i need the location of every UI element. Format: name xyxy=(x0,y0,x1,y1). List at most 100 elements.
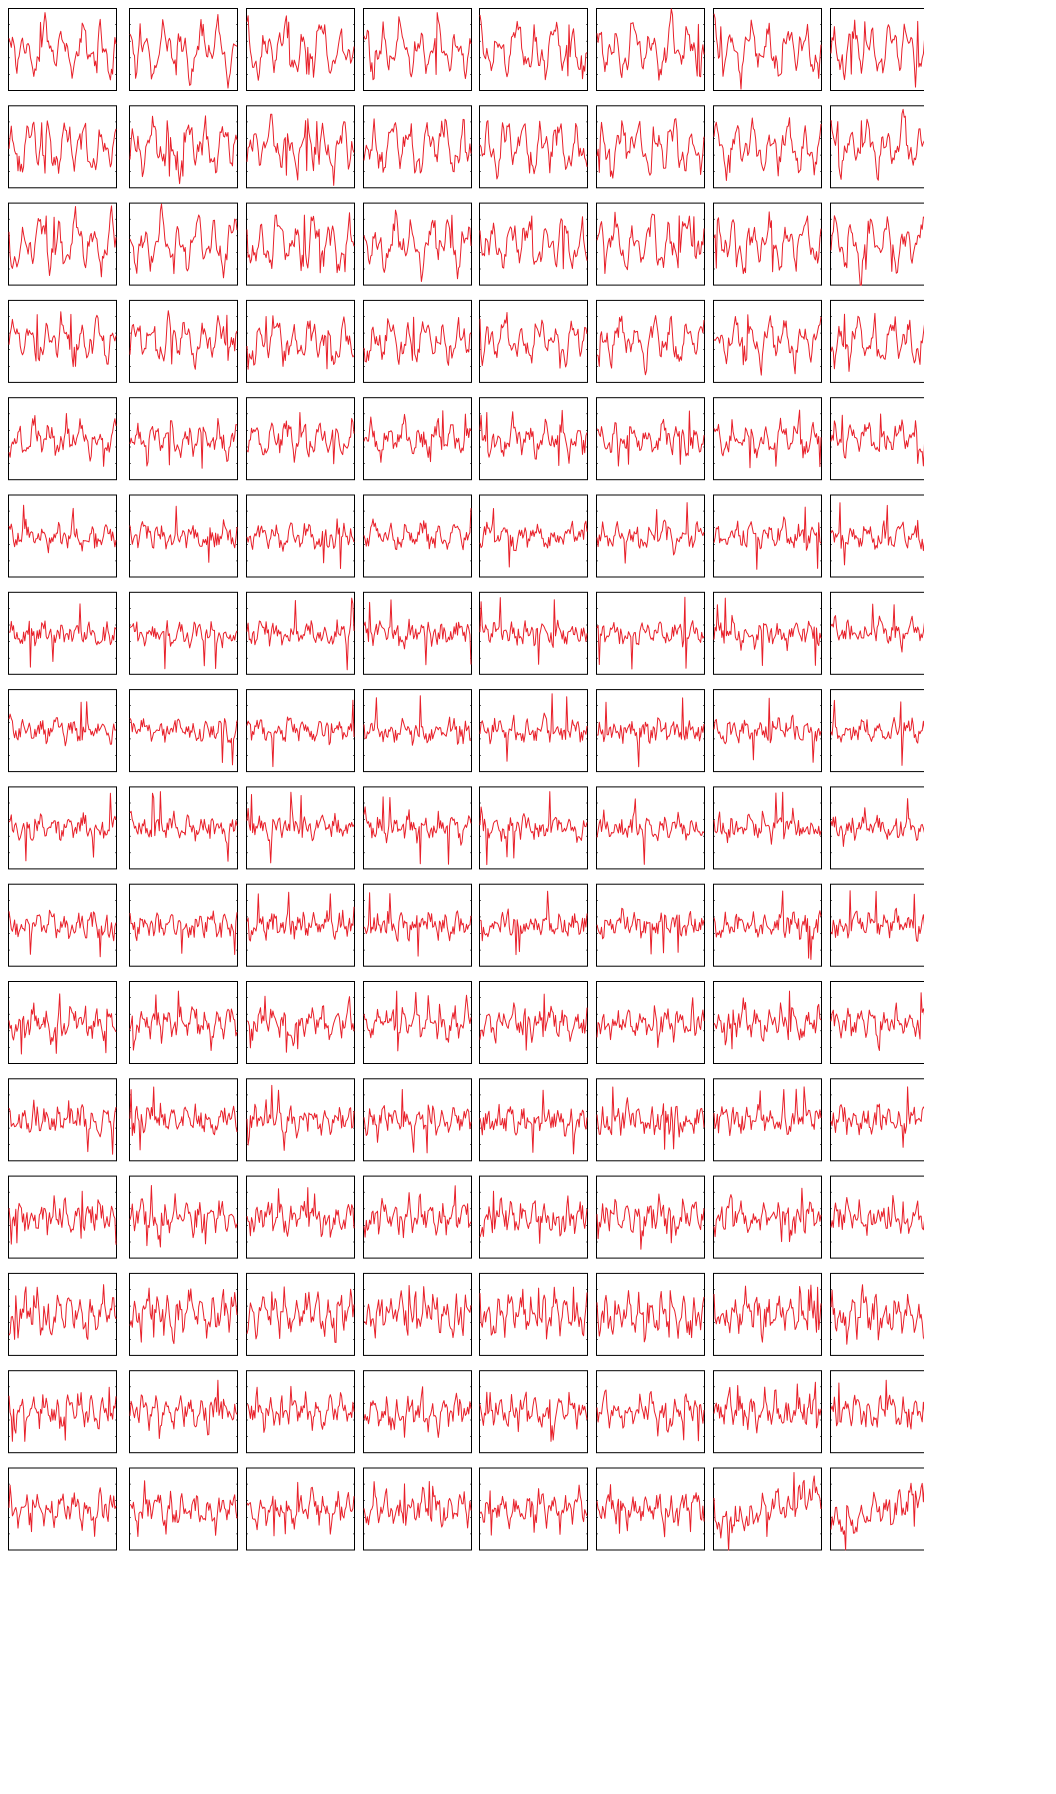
series-line xyxy=(479,14,588,81)
series-line xyxy=(363,508,472,551)
series-line xyxy=(8,1284,117,1340)
panel-r2-c3 xyxy=(246,105,355,189)
panel-frame xyxy=(363,786,472,870)
panel-r1-c2 xyxy=(129,8,238,91)
panel-r16-c2 xyxy=(129,1467,238,1551)
panel-frame xyxy=(713,1467,822,1551)
series-line xyxy=(363,12,472,81)
series-line xyxy=(129,717,238,766)
panel-r16-c4 xyxy=(363,1467,472,1551)
series-line xyxy=(713,506,822,570)
panel-r6-c5 xyxy=(479,494,588,578)
series-line xyxy=(830,699,924,766)
panel-r8-c8 xyxy=(830,689,924,773)
panel-frame xyxy=(596,1175,705,1259)
panel-r5-c7 xyxy=(713,397,822,481)
series-line xyxy=(246,1084,355,1151)
series-line xyxy=(596,697,705,768)
panel-frame xyxy=(129,1272,238,1356)
panel-frame xyxy=(596,591,705,675)
panel-r10-c5 xyxy=(479,883,588,967)
series-line xyxy=(9,603,117,668)
series-line xyxy=(246,113,355,186)
panel-r12-c7 xyxy=(713,1078,822,1162)
series-line xyxy=(713,990,822,1050)
panel-frame xyxy=(129,786,238,870)
series-line xyxy=(713,13,822,90)
panel-r9-c6 xyxy=(596,786,705,870)
panel-r14-c3 xyxy=(246,1272,355,1356)
panel-frame xyxy=(830,1370,924,1454)
panel-r11-c2 xyxy=(129,981,238,1064)
panel-frame xyxy=(8,1467,117,1551)
series-line xyxy=(713,211,822,275)
series-line xyxy=(246,1481,355,1537)
panel-r9-c4 xyxy=(363,786,472,870)
panel-r2-c4 xyxy=(363,105,472,189)
series-line xyxy=(246,1187,355,1238)
series-line xyxy=(8,205,117,278)
panel-r2-c7 xyxy=(713,105,822,189)
panel-r11-c6 xyxy=(596,981,705,1064)
series-line xyxy=(363,316,472,366)
series-line xyxy=(129,203,238,279)
series-line xyxy=(596,502,705,564)
panel-r3-c1 xyxy=(8,202,117,286)
panel-r4-c5 xyxy=(479,299,588,383)
panel-r12-c4 xyxy=(363,1078,472,1162)
series-line xyxy=(129,791,238,862)
panel-r7-c3 xyxy=(246,591,355,675)
panel-frame xyxy=(713,689,822,773)
series-line xyxy=(363,209,472,282)
series-line xyxy=(479,312,588,369)
panel-frame xyxy=(8,494,117,578)
series-line xyxy=(8,504,117,554)
series-line xyxy=(8,1386,117,1442)
panel-r2-c6 xyxy=(596,105,705,189)
panel-frame xyxy=(363,397,472,481)
series-line xyxy=(129,1185,238,1248)
panel-r12-c2 xyxy=(129,1078,238,1162)
panel-r8-c2 xyxy=(129,689,238,773)
series-line xyxy=(246,15,355,81)
panel-frame xyxy=(8,299,117,383)
series-line xyxy=(830,603,924,653)
panel-frame xyxy=(596,1370,705,1454)
panel-frame xyxy=(830,786,924,870)
series-line xyxy=(479,1286,588,1340)
series-line xyxy=(247,1385,355,1433)
panel-r4-c1 xyxy=(8,299,117,383)
panel-r10-c2 xyxy=(129,883,238,967)
panel-frame xyxy=(129,883,238,967)
panel-frame xyxy=(830,202,924,286)
panel-r9-c7 xyxy=(713,786,822,870)
panel-frame xyxy=(830,397,924,481)
panel-r11-c4 xyxy=(363,981,472,1064)
panel-r12-c5 xyxy=(479,1078,588,1162)
panel-r5-c6 xyxy=(596,397,705,481)
panel-frame xyxy=(129,1370,238,1454)
series-line xyxy=(129,310,238,370)
panel-frame xyxy=(129,299,238,383)
panel-r7-c5 xyxy=(479,591,588,675)
panel-r13-c5 xyxy=(479,1175,588,1259)
panel-frame xyxy=(479,299,588,383)
series-line xyxy=(363,892,472,957)
panel-r6-c3 xyxy=(246,494,355,578)
panel-r13-c7 xyxy=(713,1175,822,1259)
series-line xyxy=(830,1086,924,1148)
series-line xyxy=(363,1089,472,1154)
series-line xyxy=(8,413,117,467)
series-line xyxy=(479,1391,588,1442)
series-line xyxy=(246,518,355,569)
panel-r2-c1 xyxy=(8,105,117,189)
panel-r15-c4 xyxy=(363,1370,472,1454)
series-line xyxy=(8,1484,117,1537)
panel-r2-c2 xyxy=(129,105,238,189)
panel-r12-c1 xyxy=(8,1078,117,1162)
panel-r7-c4 xyxy=(363,591,472,675)
panel-frame xyxy=(479,786,588,870)
panel-r1-c3 xyxy=(246,8,355,91)
series-line xyxy=(830,108,924,181)
series-line xyxy=(129,990,238,1051)
